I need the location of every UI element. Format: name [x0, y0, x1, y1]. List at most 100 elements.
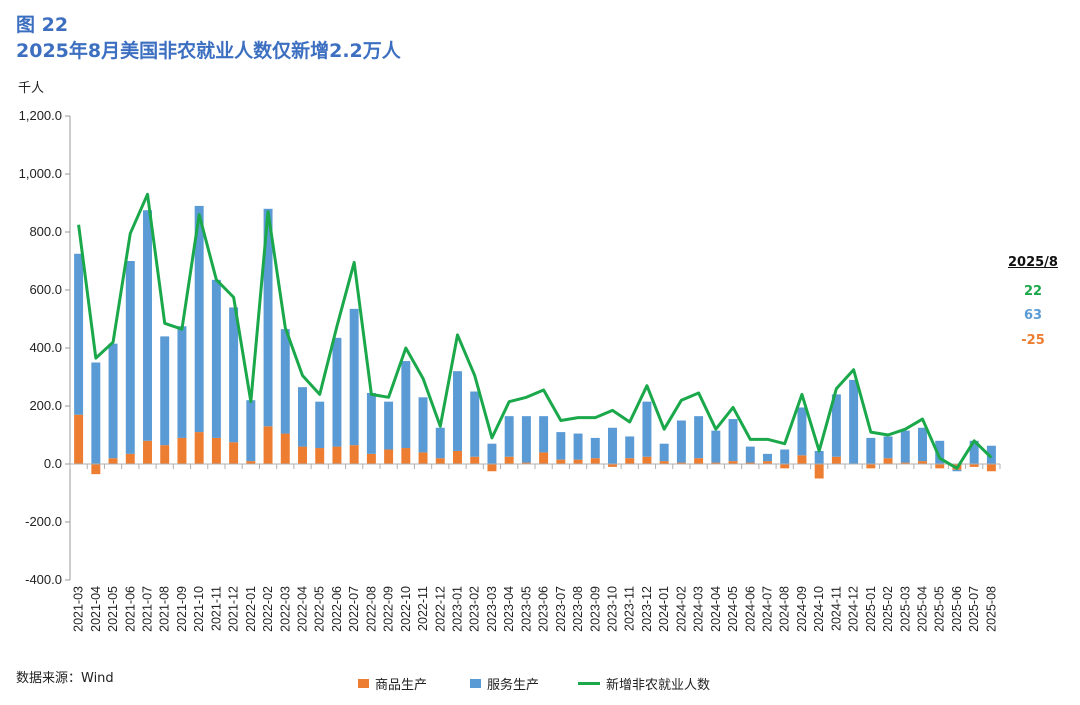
- bar-services: [194, 205, 204, 433]
- bar-services: [263, 208, 273, 427]
- legend-label-services: 服务生产: [487, 678, 540, 693]
- y-tick-label: 1,200.0: [19, 108, 62, 123]
- bar-services: [573, 433, 583, 460]
- bar-services: [866, 437, 876, 464]
- x-tick-label: 2023-06: [537, 586, 551, 632]
- bar-goods: [780, 464, 790, 469]
- bar-goods: [935, 464, 945, 469]
- bar-goods: [401, 448, 411, 464]
- x-tick-label: 2025-02: [881, 586, 895, 632]
- x-tick-label: 2024-04: [709, 586, 723, 632]
- x-tick-label: 2021-06: [123, 586, 137, 632]
- annotation-goods-value: -25: [1021, 333, 1045, 348]
- x-tick-label: 2021-09: [175, 586, 189, 632]
- bar-services: [694, 416, 704, 459]
- bar-goods: [246, 461, 256, 464]
- bar-services: [900, 430, 910, 463]
- bar-goods: [711, 462, 721, 464]
- bar-services: [487, 443, 497, 464]
- bar-goods: [194, 432, 204, 464]
- figure-label: 图 22: [16, 14, 69, 36]
- bar-services: [780, 449, 790, 464]
- legend-item-goods: 商品生产: [358, 674, 427, 693]
- source-note: 数据来源：Wind: [16, 671, 114, 686]
- bar-services: [384, 401, 394, 450]
- x-tick-label: 2024-05: [726, 586, 740, 632]
- bar-goods: [728, 461, 738, 464]
- bar-goods: [745, 462, 755, 464]
- bar-services: [470, 391, 480, 457]
- x-tick-label: 2021-10: [192, 586, 206, 632]
- bar-services: [642, 401, 652, 457]
- x-tick-label: 2025-04: [916, 586, 930, 632]
- bar-goods: [366, 453, 376, 464]
- x-tick-label: 2023-04: [502, 586, 516, 632]
- x-tick-label: 2024-08: [778, 586, 792, 632]
- x-tick-label: 2023-03: [485, 586, 499, 632]
- bar-goods: [74, 414, 84, 464]
- bar-services: [332, 337, 342, 447]
- x-tick-label: 2023-10: [606, 586, 620, 632]
- bar-goods: [418, 452, 428, 464]
- chart-title: 2025年8月美国非农就业人数仅新增2.2万人: [16, 40, 401, 62]
- bar-goods: [883, 458, 893, 464]
- bar-services: [935, 440, 945, 464]
- bar-goods: [521, 462, 531, 464]
- bar-goods: [797, 455, 807, 464]
- x-tick-label: 2024-07: [761, 586, 775, 632]
- bar-services: [91, 362, 101, 464]
- x-tick-label: 2022-12: [433, 586, 447, 632]
- bar-services: [728, 419, 738, 462]
- bar-services: [849, 379, 859, 464]
- x-tick-label: 2024-09: [795, 586, 809, 632]
- x-tick-label: 2021-07: [141, 586, 155, 632]
- x-tick-label: 2023-08: [571, 586, 585, 632]
- bar-goods: [625, 458, 635, 464]
- x-tick-label: 2024-03: [692, 586, 706, 632]
- bar-goods: [349, 445, 359, 464]
- x-tick-label: 2022-08: [364, 586, 378, 632]
- y-tick-label: 800.0: [29, 224, 62, 239]
- y-tick-label: 400.0: [29, 340, 62, 355]
- bar-services: [969, 440, 979, 464]
- legend-swatch-services: [470, 679, 481, 688]
- bar-services: [797, 407, 807, 456]
- x-tick-label: 2024-10: [812, 586, 826, 632]
- bar-services: [745, 446, 755, 463]
- y-tick-label: -200.0: [25, 514, 62, 529]
- x-tick-label: 2022-06: [330, 586, 344, 632]
- bar-services: [676, 420, 686, 463]
- bar-goods: [556, 459, 566, 464]
- bar-goods: [504, 456, 514, 464]
- bar-services: [211, 279, 221, 438]
- bar-services: [556, 432, 566, 460]
- x-tick-label: 2025-03: [898, 586, 912, 632]
- bar-services: [177, 326, 187, 438]
- bar-services: [349, 308, 359, 446]
- x-tick-label: 2022-02: [261, 586, 275, 632]
- x-tick-label: 2021-03: [72, 586, 86, 632]
- bar-services: [711, 430, 721, 463]
- bar-services: [401, 361, 411, 449]
- y-axis-unit-label: 千人: [18, 81, 45, 96]
- x-tick-label: 2022-04: [296, 586, 310, 632]
- legend-item-services: 服务生产: [470, 674, 539, 693]
- x-tick-label: 2022-09: [382, 586, 396, 632]
- bar-services: [883, 436, 893, 459]
- bar-services: [74, 253, 84, 415]
- x-tick-label: 2021-11: [209, 586, 223, 631]
- bar-services: [918, 427, 927, 462]
- bar-services: [246, 400, 256, 462]
- x-tick-label: 2024-11: [829, 586, 843, 631]
- x-tick-label: 2025-05: [933, 586, 947, 632]
- x-tick-label: 2025-01: [864, 586, 878, 632]
- legend-swatch-goods: [358, 679, 369, 688]
- bar-goods: [108, 458, 118, 464]
- bar-goods: [866, 464, 876, 469]
- y-tick-label: -400.0: [25, 572, 62, 587]
- bar-services: [763, 453, 772, 462]
- bar-services: [539, 416, 549, 453]
- bar-services: [315, 401, 325, 449]
- annotation-total-value: 22: [1023, 284, 1043, 299]
- x-tick-label: 2022-03: [278, 586, 292, 632]
